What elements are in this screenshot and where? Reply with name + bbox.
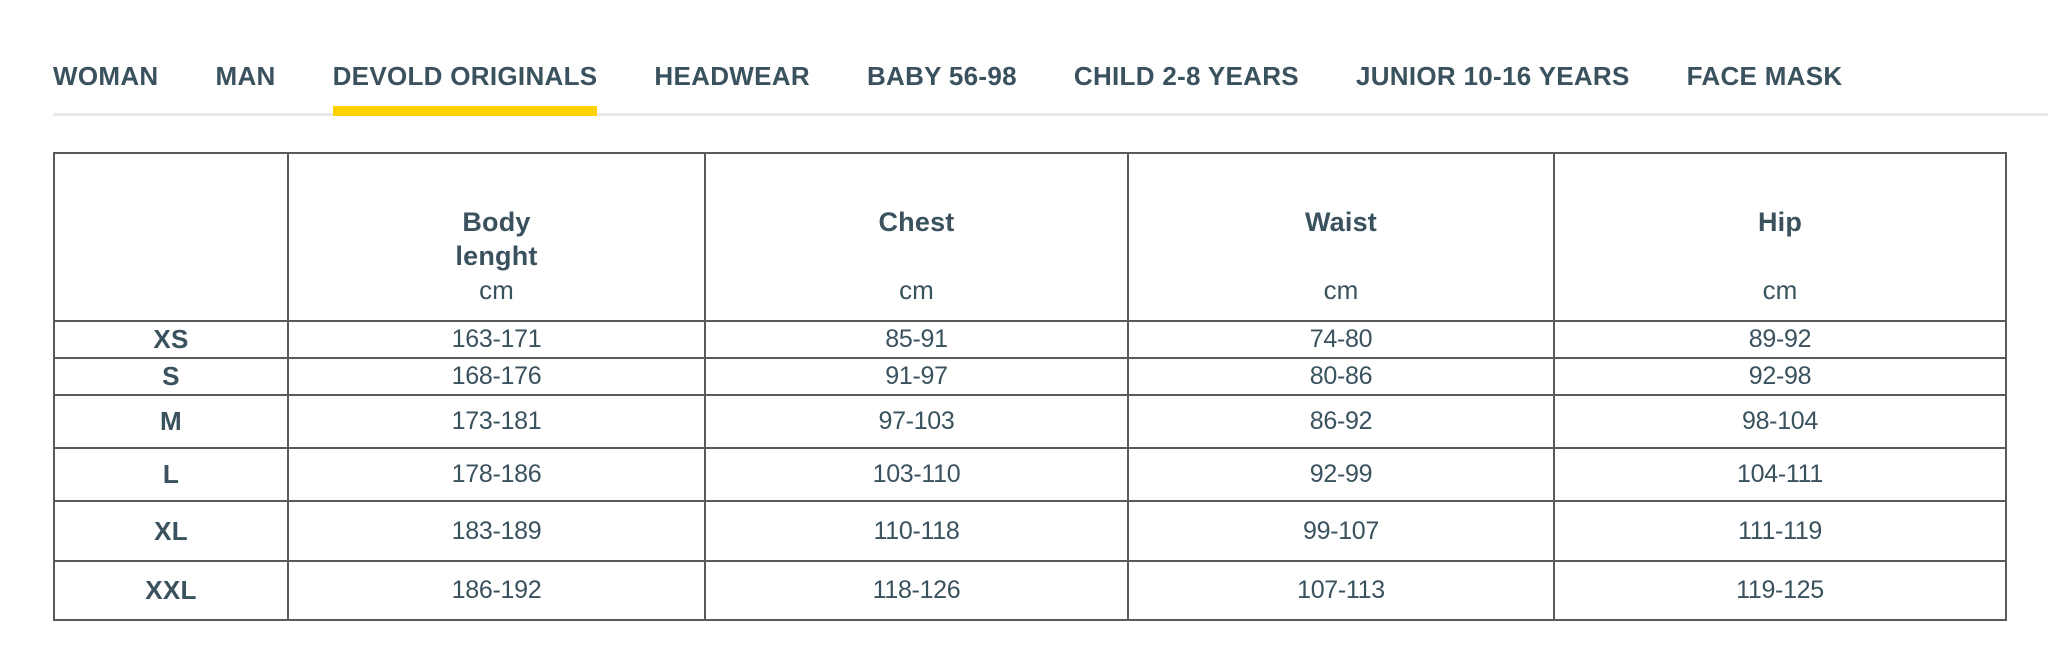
table-cell: 92-98 [1553,357,2007,396]
tab-list: WOMAN MAN DEVOLD ORIGINALS HEADWEAR BABY… [53,63,2048,116]
size-chart-category-tabbar: WOMAN MAN DEVOLD ORIGINALS HEADWEAR BABY… [53,0,2048,116]
table-cell: 107-113 [1127,560,1555,621]
table-cell: 103-110 [704,447,1129,502]
table-cell: 111-119 [1553,500,2007,562]
tab-face-mask[interactable]: FACE MASK [1687,63,1843,113]
column-header-body-length: Body lenght cm [287,152,706,322]
table-cell: 89-92 [1553,320,2007,359]
column-title: Body lenght [455,207,538,271]
table-cell: 119-125 [1553,560,2007,621]
table-cell: 163-171 [287,320,706,359]
size-row-s: S 168-176 91-97 80-86 92-98 [53,357,2007,396]
size-chart-table: Body lenght cm Chest cm Waist cm [53,152,2007,621]
column-header-waist: Waist cm [1127,152,1555,322]
column-unit: cm [479,275,514,305]
size-row-l: L 178-186 103-110 92-99 104-111 [53,447,2007,502]
size-row-xl: XL 183-189 110-118 99-107 111-119 [53,500,2007,562]
table-cell: 86-92 [1127,394,1555,449]
size-label: S [53,357,289,396]
table-cell: 104-111 [1553,447,2007,502]
table-cell: 173-181 [287,394,706,449]
column-unit: cm [899,275,934,305]
table-cell: 80-86 [1127,357,1555,396]
column-header-chest: Chest cm [704,152,1129,322]
size-label: XS [53,320,289,359]
table-cell: 110-118 [704,500,1129,562]
tab-baby-56-98[interactable]: BABY 56-98 [867,63,1017,113]
table-cell: 99-107 [1127,500,1555,562]
table-cell: 168-176 [287,357,706,396]
column-title: Chest [878,207,955,237]
tab-woman[interactable]: WOMAN [53,63,158,113]
table-cell: 186-192 [287,560,706,621]
tab-devold-originals[interactable]: DEVOLD ORIGINALS [332,63,598,116]
tab-headwear[interactable]: HEADWEAR [654,63,810,113]
table-cell: 92-99 [1127,447,1555,502]
table-cell: 74-80 [1127,320,1555,359]
table-cell: 178-186 [287,447,706,502]
table-cell: 183-189 [287,500,706,562]
tab-man[interactable]: MAN [215,63,275,113]
size-row-xxl: XXL 186-192 118-126 107-113 119-125 [53,560,2007,621]
tab-child-2-8-years[interactable]: CHILD 2-8 YEARS [1074,63,1299,113]
size-label: L [53,447,289,502]
column-header-hip: Hip cm [1553,152,2007,322]
tab-junior-10-16-years[interactable]: JUNIOR 10-16 YEARS [1356,63,1630,113]
table-cell: 97-103 [704,394,1129,449]
corner-cell [53,152,289,322]
table-header-row: Body lenght cm Chest cm Waist cm [53,152,2007,322]
column-title: Waist [1304,207,1377,237]
column-unit: cm [1762,275,1798,305]
table-cell: 91-97 [704,357,1129,396]
size-chart-container: Body lenght cm Chest cm Waist cm [53,152,2048,621]
table-cell: 98-104 [1553,394,2007,449]
size-row-m: M 173-181 97-103 86-92 98-104 [53,394,2007,449]
size-row-xs: XS 163-171 85-91 74-80 89-92 [53,320,2007,359]
column-unit: cm [1323,275,1359,305]
table-cell: 118-126 [704,560,1129,621]
size-label: XL [53,500,289,562]
table-cell: 85-91 [704,320,1129,359]
size-label: XXL [53,560,289,621]
column-title: Hip [1757,207,1803,237]
size-label: M [53,394,289,449]
